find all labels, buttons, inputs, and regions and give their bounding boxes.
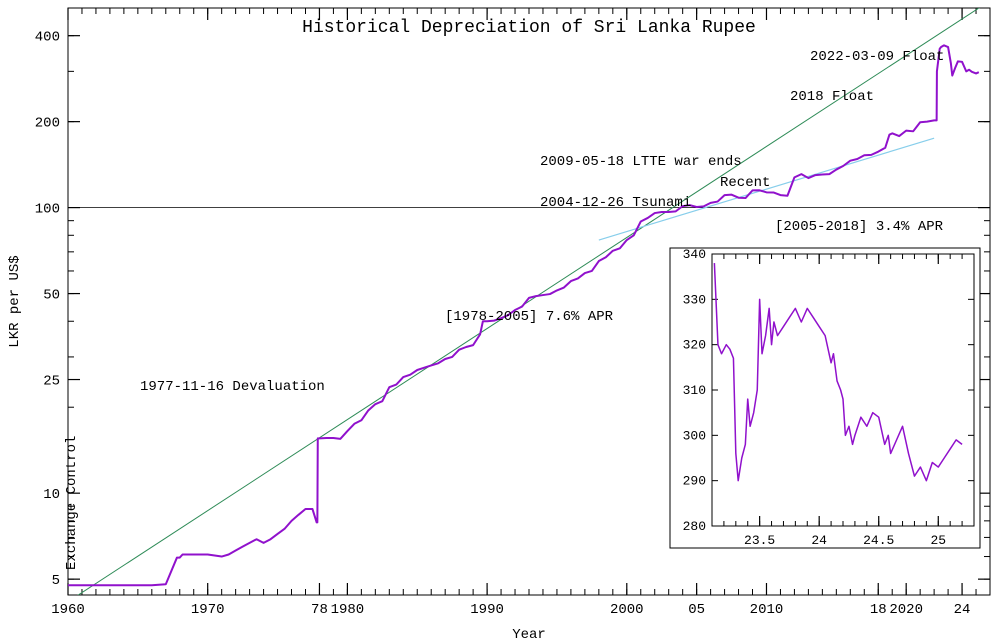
chart-svg: 1960 1970 781980 1990 2000 05 2010 182020 24 5 10 2… xyxy=(0,0,997,643)
inset-y-tick-label: 280 xyxy=(683,519,706,534)
inset-y-tick-label: 320 xyxy=(683,338,706,353)
y-tick-label: 400 xyxy=(35,30,60,46)
x-tick-label: 1970 xyxy=(191,602,225,618)
inset-y-tick-label: 300 xyxy=(683,428,706,443)
inset-y-tick-label: 340 xyxy=(683,247,706,262)
annotation: 2004-12-26 Tsunami xyxy=(540,195,691,211)
inset-border xyxy=(670,248,980,548)
y-tick-label: 25 xyxy=(43,374,60,390)
inset-x-tick-label: 25 xyxy=(930,533,946,548)
inset-x-tick-label: 24.5 xyxy=(863,533,894,548)
y-tick-label: 5 xyxy=(52,573,60,589)
x-tick-label: 05 xyxy=(688,602,705,618)
inset-x-tick-label: 23.5 xyxy=(744,533,775,548)
y-tick-label: 10 xyxy=(43,487,60,503)
annotation: [1978-2005] 7.6% APR xyxy=(445,309,614,325)
x-tick-label: 2020 xyxy=(889,602,923,618)
annotation: 2018 Float xyxy=(790,89,874,105)
annotation: 1977-11-16 Devaluation xyxy=(140,379,325,395)
x-tick-label: 18 xyxy=(870,602,887,618)
x-tick-label: 2010 xyxy=(750,602,784,618)
y-tick-label: 200 xyxy=(35,116,60,132)
chart-container: 1960 1970 781980 1990 2000 05 2010 182020 24 5 10 2… xyxy=(0,0,997,643)
x-tick-label: 1990 xyxy=(470,602,504,618)
y-tick-label: 50 xyxy=(43,288,60,304)
inset-y-tick-label: 310 xyxy=(683,383,706,398)
inset-y-tick-label: 330 xyxy=(683,292,706,307)
annotation: 2009-05-18 LTTE war ends xyxy=(540,154,742,170)
x-tick-label: 24 xyxy=(954,602,971,618)
annotation: Recent xyxy=(720,175,770,191)
annotation: [2005-2018] 3.4% APR xyxy=(775,219,944,235)
annotation: 2022-03-09 Float xyxy=(810,49,944,65)
x-tick-label: 78 xyxy=(311,602,328,618)
x-tick-label: 1980 xyxy=(331,602,365,618)
annotation: Exchange Control xyxy=(64,436,80,570)
inset-y-tick-label: 290 xyxy=(683,474,706,489)
y-axis-label: LKR per US$ xyxy=(7,255,23,347)
x-tick-label: 2000 xyxy=(610,602,644,618)
x-axis-label: Year xyxy=(512,627,546,643)
chart-title: Historical Depreciation of Sri Lanka Rup… xyxy=(302,18,756,38)
x-tick-label: 1960 xyxy=(51,602,85,618)
inset-x-tick-label: 24 xyxy=(811,533,827,548)
y-tick-label: 100 xyxy=(35,202,60,218)
